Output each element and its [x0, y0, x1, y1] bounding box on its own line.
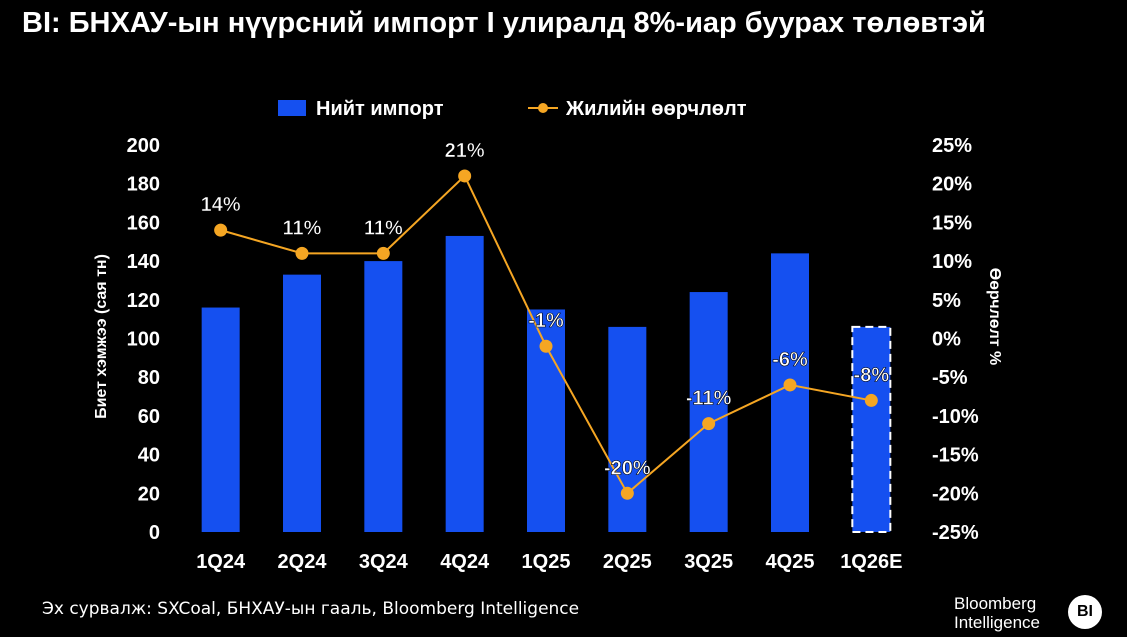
- bar: [689, 292, 728, 532]
- bar: [771, 253, 809, 533]
- y2-axis-title: Өөрчлөлт %: [986, 268, 1003, 366]
- legend: Нийт импорт Жилийн өөрчлөлт: [278, 98, 747, 120]
- bar: [283, 274, 321, 532]
- y-tick-label: 140: [127, 251, 160, 273]
- line-point: [702, 417, 716, 431]
- data-label: -6%: [772, 349, 808, 371]
- y-axis-title: Биет хэмжээ (сая тн): [93, 254, 110, 419]
- y-tick-label: 40: [138, 445, 160, 467]
- data-label: -1%: [528, 310, 564, 332]
- bar: [608, 326, 647, 532]
- source-note: Эх сурвалж: SXCoal, БНХАУ-ын гааль, Bloo…: [42, 599, 580, 619]
- y2-tick-label: 15%: [932, 212, 972, 234]
- line-series: 14% 11% 11% 21% -1% -20% -11% -6% -8%: [200, 140, 890, 500]
- x-tick-label: 3Q24: [359, 551, 409, 573]
- legend-swatch-bars: [278, 100, 306, 116]
- y-tick-label: 60: [138, 406, 160, 428]
- y-tick-label: 200: [127, 135, 160, 157]
- y-tick-label: 180: [127, 174, 160, 196]
- line-point: [783, 378, 797, 392]
- y2-tick-label: -25%: [932, 522, 979, 544]
- y-tick-label: 80: [138, 367, 160, 389]
- y-tick-label: 0: [149, 522, 160, 544]
- y2-tick-label: -15%: [932, 445, 979, 467]
- line-point: [295, 246, 309, 260]
- line-point: [458, 169, 472, 183]
- bar: [445, 235, 484, 532]
- logo-line-1: Bloomberg: [954, 594, 1037, 613]
- line-point: [214, 223, 228, 237]
- bar: [364, 261, 403, 532]
- legend-label-bars: Нийт импорт: [316, 98, 444, 120]
- y2-tick-label: 5%: [932, 290, 961, 312]
- x-tick-label: 1Q24: [196, 551, 246, 573]
- bar: [201, 307, 240, 532]
- y2-tick-label: 10%: [932, 251, 972, 273]
- data-label: 14%: [201, 194, 241, 216]
- legend-swatch-marker: [538, 103, 548, 113]
- legend-label-line: Жилийн өөрчлөлт: [565, 98, 747, 120]
- data-label: 11%: [283, 217, 322, 239]
- chart-title: BI: БНХАУ-ын нүүрсний импорт I улиралд 8…: [22, 7, 986, 39]
- y2-tick-label: 25%: [932, 135, 972, 157]
- y2-tick-label: -5%: [932, 367, 968, 389]
- y-tick-label: 160: [127, 212, 160, 234]
- axes: 0 20 40 60 80 100 120 140 160 180 200 25% 20% 15% 10% 5…: [93, 135, 1003, 573]
- x-tick-label: 4Q25: [766, 551, 815, 573]
- x-tick-label: 2Q24: [278, 551, 328, 573]
- bar-estimate: [851, 325, 892, 534]
- x-tick-label: 3Q25: [684, 551, 733, 573]
- line-point: [864, 393, 878, 407]
- y-tick-label: 20: [138, 483, 160, 505]
- data-label: 11%: [364, 217, 403, 239]
- logo-text: Bloomberg Intelligence: [954, 594, 1040, 632]
- data-label: 21%: [445, 140, 485, 162]
- line-point: [376, 246, 390, 260]
- x-tick-label: 2Q25: [603, 551, 652, 573]
- x-tick-label: 4Q24: [440, 551, 490, 573]
- y2-tick-label: 20%: [932, 174, 972, 196]
- y2-tick-label: 0%: [932, 329, 961, 351]
- y-tick-label: 120: [127, 290, 160, 312]
- y2-tick-label: -10%: [932, 406, 979, 428]
- line-point: [539, 339, 553, 353]
- logo-badge-icon: BI: [1068, 595, 1102, 629]
- x-tick-label: 1Q26E: [840, 551, 902, 573]
- y2-tick-label: -20%: [932, 483, 979, 505]
- line-point: [620, 486, 634, 500]
- logo-line-2: Intelligence: [954, 613, 1041, 632]
- y-tick-label: 100: [127, 329, 160, 351]
- data-label: -20%: [604, 457, 651, 479]
- x-tick-label: 1Q25: [522, 551, 571, 573]
- data-label: -8%: [854, 364, 890, 386]
- bloomberg-intelligence-logo: Bloomberg Intelligence BI: [954, 594, 1114, 634]
- data-label: -11%: [686, 388, 732, 410]
